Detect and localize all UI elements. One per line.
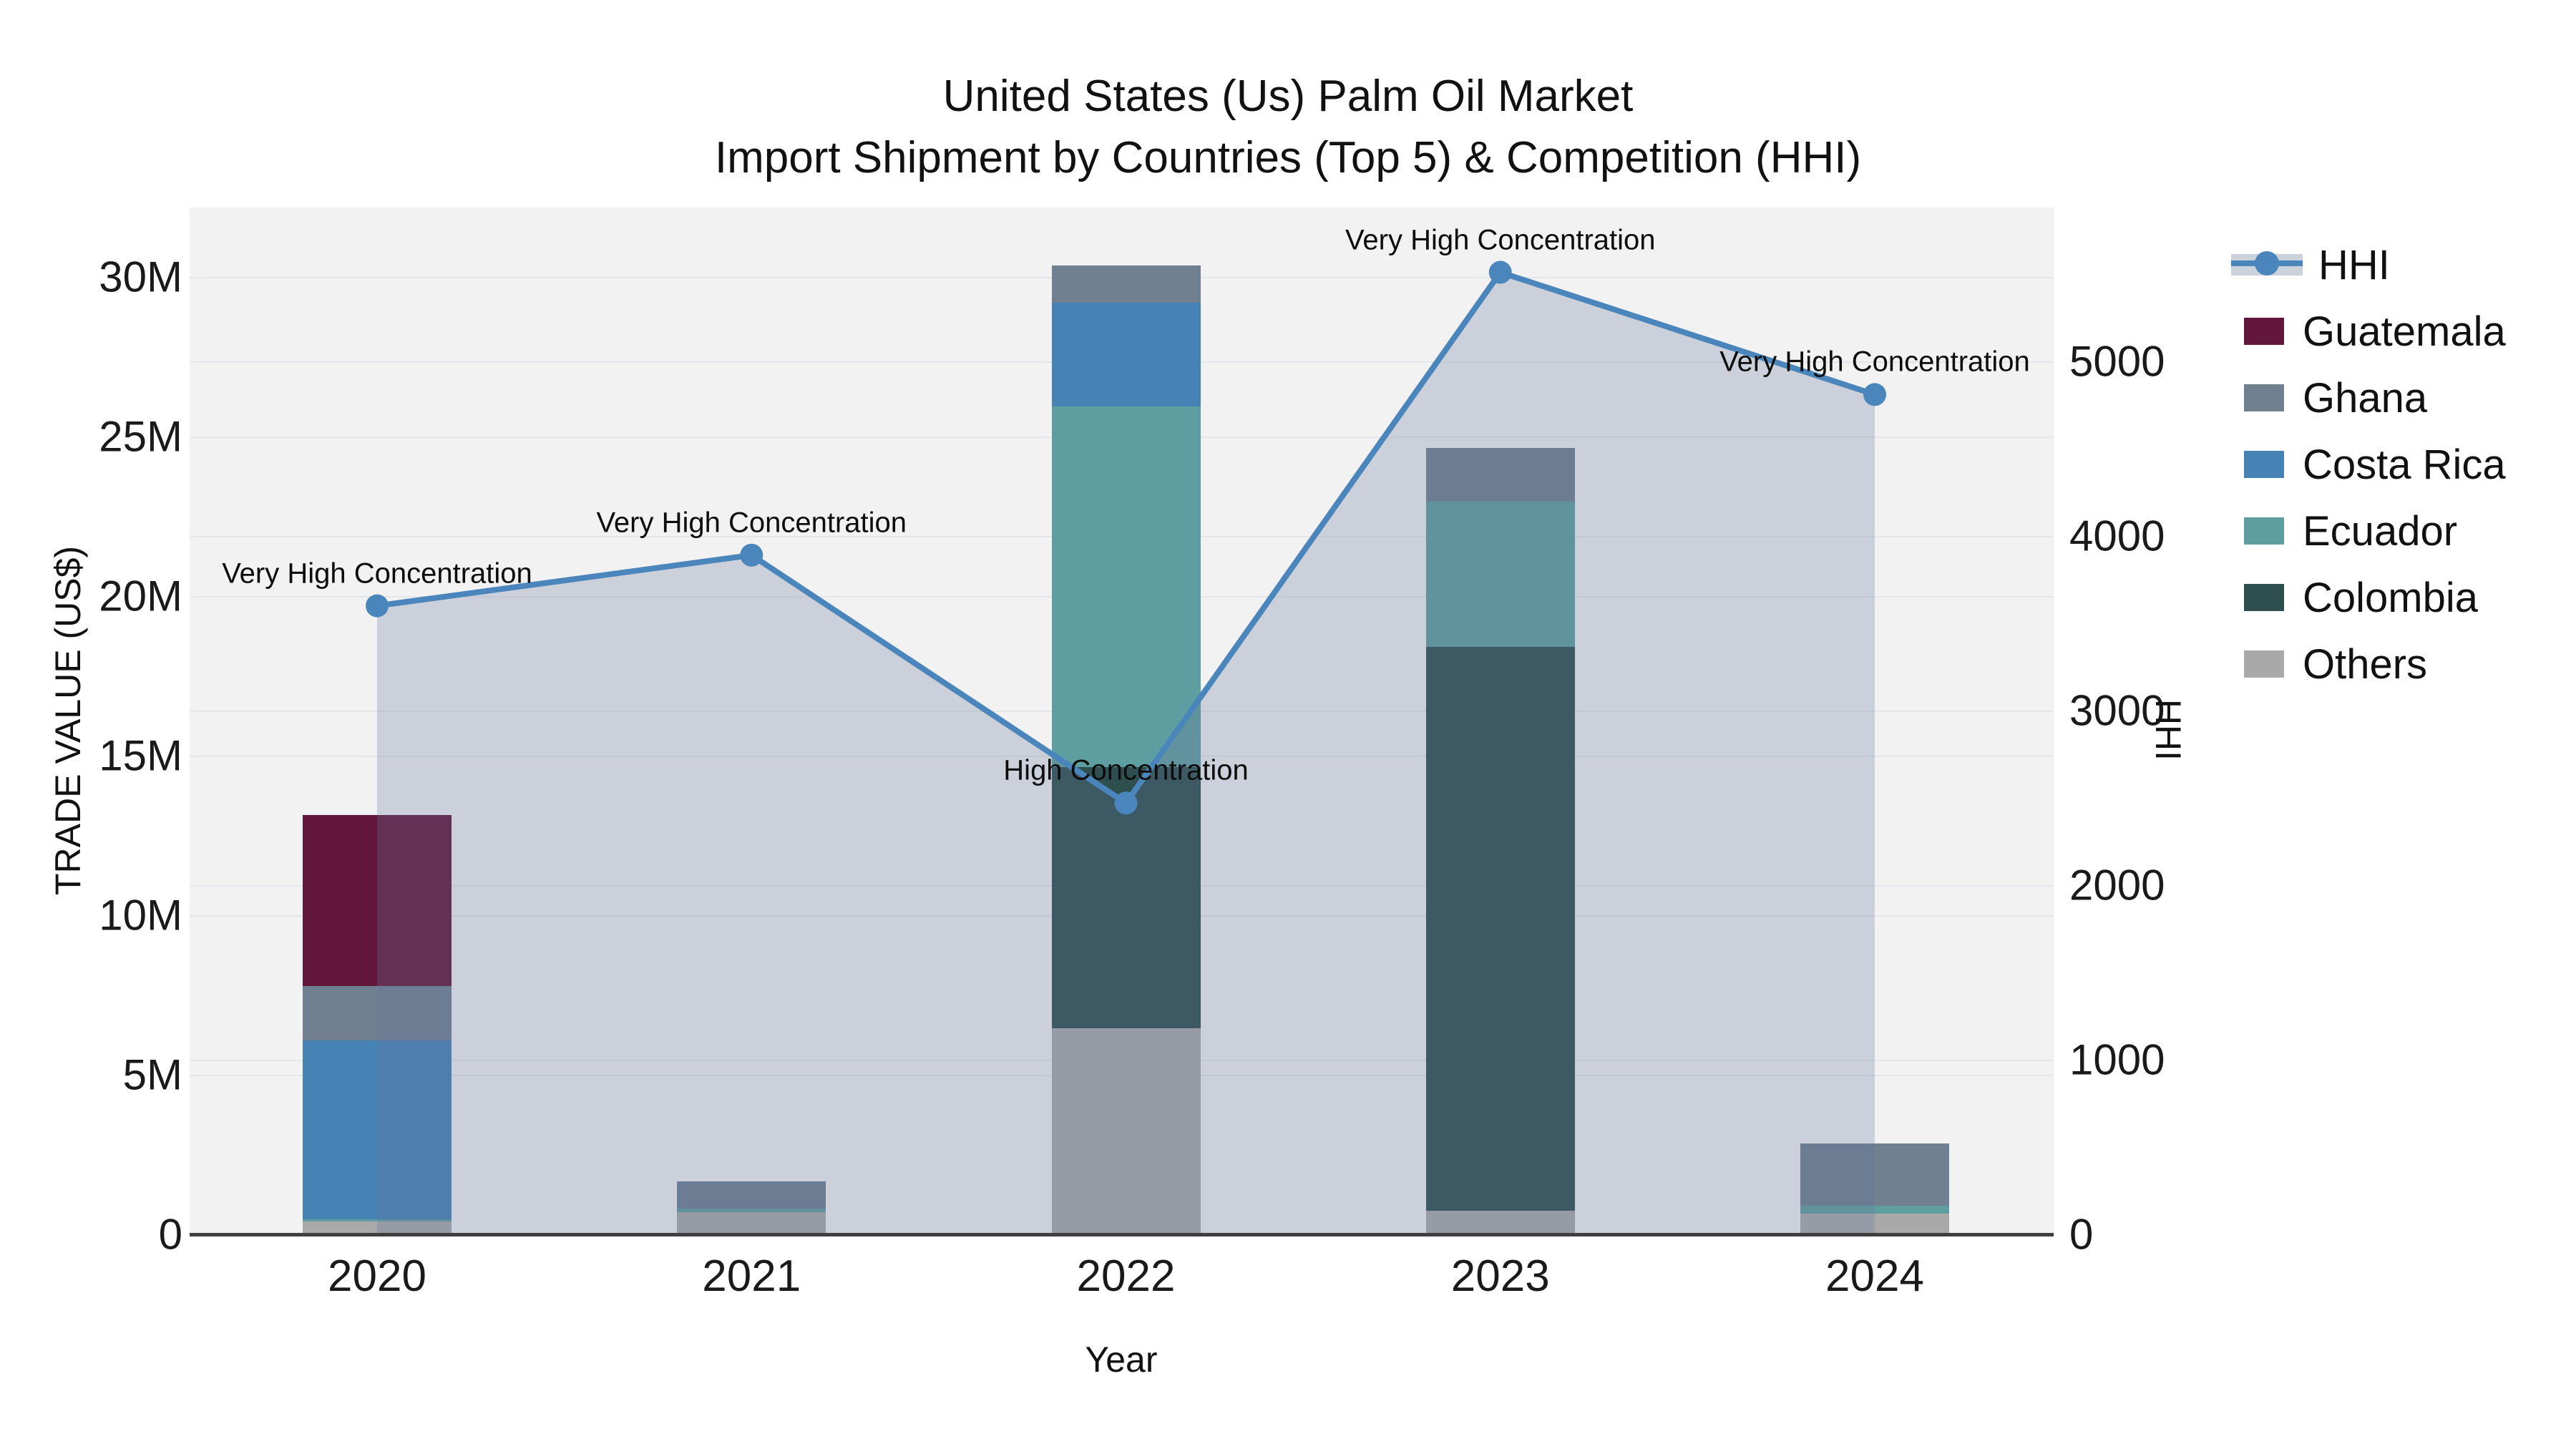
bar-segment-ecuador-2022	[1051, 406, 1201, 767]
y-left-tick-10M: 10M	[99, 891, 182, 940]
annotation-2022: High Concentration	[1003, 754, 1249, 786]
y-axis-right-title: HHI	[2148, 698, 2188, 761]
legend-label: Ecuador	[2303, 507, 2458, 555]
chart-title-line1: United States (Us) Palm Oil Market	[942, 72, 1634, 121]
bar-segment-ecuador-2021	[677, 1209, 826, 1212]
bar-segment-guatemala-2020	[303, 815, 452, 986]
bar-segment-ghana-2022	[1051, 265, 1201, 303]
legend-item-costa-rica[interactable]: Costa Rica	[2231, 436, 2506, 493]
legend-item-ecuador[interactable]: Ecuador	[2231, 502, 2457, 560]
x-tick-2022: 2022	[1076, 1252, 1176, 1301]
bar-segment-costa-rica-2022	[1051, 302, 1201, 406]
bar-segment-others-2023	[1425, 1210, 1575, 1234]
x-tick-2023: 2023	[1450, 1252, 1550, 1301]
legend-label: Guatemala	[2303, 308, 2506, 355]
legend-item-colombia[interactable]: Colombia	[2231, 569, 2478, 626]
bar-segment-others-2022	[1051, 1028, 1201, 1234]
bar-segment-costa-rica-2020	[303, 1040, 452, 1219]
legend-swatch-icon	[2244, 384, 2284, 411]
y-left-tick-15M: 15M	[99, 731, 182, 780]
x-axis-line	[190, 1233, 2054, 1236]
legend-item-others[interactable]: Others	[2231, 635, 2427, 693]
y-left-tick-5M: 5M	[122, 1050, 182, 1099]
legend-label: Ghana	[2303, 374, 2428, 421]
legend-label: Costa Rica	[2303, 441, 2506, 488]
y-right-tick-3000: 3000	[2069, 686, 2165, 735]
y-left-tick-30M: 30M	[99, 253, 182, 301]
y-right-tick-0: 0	[2069, 1210, 2094, 1259]
x-tick-2021: 2021	[702, 1252, 801, 1301]
legend-swatch-icon	[2244, 451, 2284, 478]
y-right-tick-4000: 4000	[2069, 512, 2165, 560]
y-left-tick-0: 0	[158, 1210, 182, 1259]
x-tick-2020: 2020	[328, 1252, 426, 1301]
bar-segment-ghana-2024	[1800, 1143, 1949, 1206]
bar-segment-ghana-2021	[677, 1181, 826, 1209]
y-left-tick-25M: 25M	[99, 412, 182, 461]
legend-item-hhi[interactable]: HHI	[2231, 236, 2390, 293]
legend-item-ghana[interactable]: Ghana	[2231, 369, 2427, 426]
chart-title-line2: Import Shipment by Countries (Top 5) & C…	[714, 133, 1862, 182]
x-axis-title: Year	[1085, 1340, 1158, 1380]
annotation-2020: Very High Concentration	[222, 557, 532, 590]
legend-swatch-icon	[2244, 584, 2284, 611]
bar-segment-others-2024	[1800, 1214, 1949, 1234]
annotation-2024: Very High Concentration	[1719, 346, 2030, 378]
annotation-2021: Very High Concentration	[596, 507, 907, 539]
x-tick-2024: 2024	[1825, 1252, 1924, 1301]
bar-segment-ghana-2023	[1425, 447, 1575, 502]
y-right-tick-2000: 2000	[2069, 861, 2165, 909]
bar-segment-others-2020	[303, 1221, 452, 1234]
legend-swatch-icon	[2244, 318, 2284, 345]
bar-segment-ecuador-2023	[1425, 502, 1575, 648]
bar-segment-colombia-2023	[1425, 647, 1575, 1211]
legend-swatch-icon	[2244, 517, 2284, 545]
bar-segment-others-2021	[677, 1211, 826, 1234]
y-right-tick-5000: 5000	[2069, 337, 2165, 386]
bar-segment-ecuador-2020	[303, 1219, 452, 1222]
hhi-line-swatch-icon	[2231, 251, 2303, 275]
legend-swatch-icon	[2244, 650, 2284, 678]
bar-segment-colombia-2022	[1051, 766, 1201, 1029]
bar-segment-ghana-2020	[303, 986, 452, 1040]
annotation-2023: Very High Concentration	[1345, 224, 1656, 256]
y-left-tick-20M: 20M	[99, 572, 182, 620]
y-right-tick-1000: 1000	[2069, 1035, 2165, 1084]
legend-label: Colombia	[2303, 574, 2478, 621]
bar-segment-ecuador-2024	[1800, 1205, 1949, 1214]
legend-label: Others	[2303, 640, 2428, 688]
y-axis-left-title: TRADE VALUE (US$)	[48, 545, 88, 896]
legend-label: HHI	[2318, 241, 2390, 288]
legend-item-guatemala[interactable]: Guatemala	[2231, 303, 2506, 360]
